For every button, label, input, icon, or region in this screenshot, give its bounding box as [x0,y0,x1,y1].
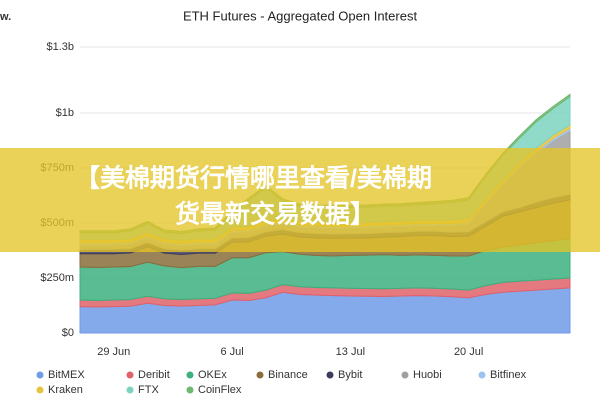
legend-swatch [36,371,44,379]
legend-swatch [126,386,134,394]
legend-swatch [326,371,334,379]
legend-label: Bybit [338,369,362,381]
legend-swatch [256,371,264,379]
legend-swatch [36,386,44,394]
legend-label: CoinFlex [198,384,242,396]
legend-label: Binance [268,369,308,381]
legend-swatch [126,371,134,379]
legend-label: Kraken [48,384,83,396]
x-tick-label: 29 Jun [97,346,130,358]
x-tick-label: 13 Jul [336,346,365,358]
banner-line: 货最新交易数据】 [175,200,375,229]
legend-label: FTX [138,384,159,396]
y-tick-label: $1.3b [46,41,74,53]
legend-swatch [186,371,194,379]
y-tick-label: $1b [56,107,74,119]
banner-bg [0,148,600,252]
legend: BitMEX Deribit OKEx Binance Bybit Huobi Bitfin… [36,369,527,396]
legend-label: BitMEX [48,369,85,381]
logo: w. [0,11,11,23]
legend-swatch [401,371,409,379]
y-tick-label: $250m [40,272,74,284]
legend-label: Bitfinex [490,369,527,381]
banner-line: 【美棉期货行情哪里查看/美棉期 [75,164,432,193]
x-tick-label: 20 Jul [454,346,483,358]
y-tick-label: $0 [62,327,74,339]
legend-swatch [186,386,194,394]
x-tick-label: 6 Jul [220,346,243,358]
legend-swatch [478,371,486,379]
chart-title: ETH Futures - Aggregated Open Interest [183,8,418,23]
legend-label: OKEx [198,369,227,381]
legend-label: Deribit [138,369,170,381]
legend-label: Huobi [413,369,442,381]
